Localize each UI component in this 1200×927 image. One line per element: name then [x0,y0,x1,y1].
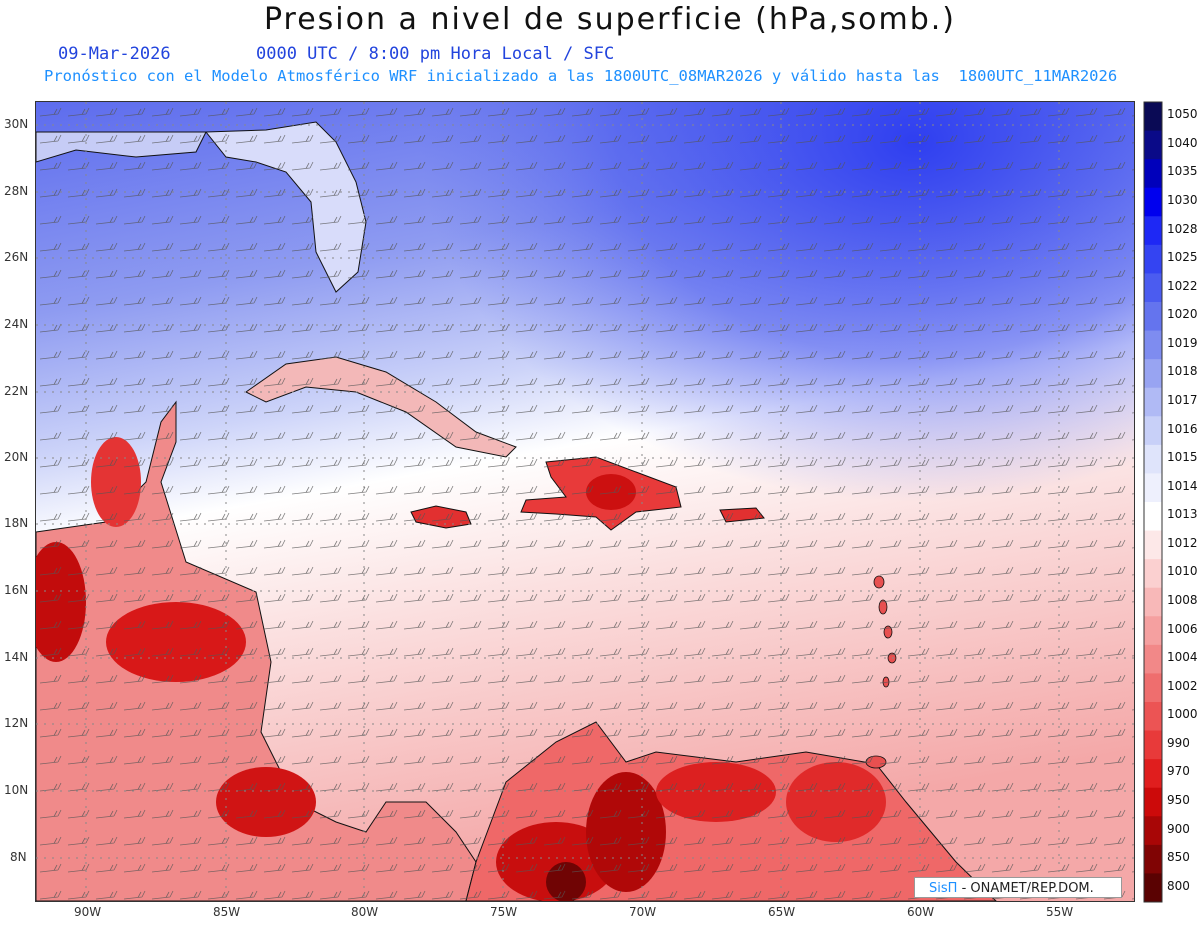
forecast-time: 0000 UTC / 8:00 pm Hora Local / SFC [256,44,615,64]
forecast-info: Pronóstico con el Modelo Atmosférico WRF… [44,67,1118,85]
colorbar-label: 1030 [1167,193,1198,207]
colorbar-swatch [1144,844,1162,874]
colorbar-swatch [1144,530,1162,560]
colorbar-label: 1018 [1167,364,1198,379]
colorbar-swatch [1144,759,1162,789]
colorbar-label: 1014 [1167,478,1198,493]
lon-label-55w: 55W [1046,905,1074,919]
colorbar-label: 1016 [1167,421,1198,436]
lon-label-80w: 80W [351,905,379,919]
colorbar-label: 950 [1167,793,1190,807]
colorbar-swatch [1144,387,1162,417]
colorbar-swatch [1144,302,1162,332]
colorbar-swatch [1144,787,1162,817]
colorbar-swatch [1144,102,1162,132]
colorbar-swatch [1144,644,1162,674]
lon-label-60w: 60W [907,905,935,919]
lon-label-85w: 85W [213,905,241,919]
colorbar-label: 1002 [1167,678,1198,693]
lat-label-8n: 8N [10,850,27,864]
colorbar-swatch [1144,416,1162,446]
lat-label-18n: 18N [4,516,29,530]
colorbar-label: 1035 [1167,164,1198,179]
colorbar-label: 1000 [1167,707,1198,722]
colorbar-label: 1050 [1167,107,1198,122]
lon-label-90w: 90W [74,905,102,919]
lat-label-16n: 16N [4,583,29,597]
credit-text: - ONAMET/REP.DOM. [961,881,1094,896]
wind-barbs [36,102,1134,901]
colorbar-swatch [1144,702,1162,732]
lon-label-65w: 65W [768,905,796,919]
colorbar-label: 1040 [1167,135,1198,150]
colorbar-swatch [1144,816,1162,846]
map-area [35,101,1135,902]
colorbar-swatch [1144,730,1162,760]
pressure-map [36,102,1134,901]
forecast-date: 09-Mar-2026 [58,44,171,64]
lat-label-22n: 22N [4,384,29,398]
colorbar-label: 1008 [1167,593,1198,607]
lat-label-24n: 24N [4,317,29,331]
colorbar-label: 990 [1167,735,1190,750]
colorbar-label: 800 [1167,878,1190,893]
colorbar-label: 1022 [1167,278,1198,293]
map-title: Presion a nivel de superficie (hPa,somb.… [263,2,957,37]
colorbar-swatch [1144,587,1162,617]
colorbar-label: 970 [1167,764,1190,779]
colorbar-label: 1015 [1167,450,1198,465]
colorbar-swatch [1144,873,1162,903]
lat-label-12n: 12N [4,716,29,730]
lon-label-75w: 75W [490,905,518,919]
colorbar-label: 850 [1167,850,1190,865]
colorbar-swatch [1144,244,1162,274]
lon-label-70w: 70W [629,905,657,919]
colorbar-label: 1019 [1167,335,1198,350]
colorbar-label: 1020 [1167,307,1198,322]
graticule [36,102,1134,901]
colorbar-swatch [1144,673,1162,703]
colorbar-swatch [1144,330,1162,360]
colorbar-label: 1025 [1167,250,1198,265]
credit-box: SisΠ - ONAMET/REP.DOM. [914,877,1122,898]
colorbar-swatch [1144,559,1162,589]
colorbar-label: 1012 [1167,535,1198,550]
lat-label-10n: 10N [4,783,29,797]
colorbar-label: 1006 [1167,621,1198,636]
colorbar [1143,101,1163,903]
colorbar-swatch [1144,216,1162,246]
colorbar-swatch [1144,444,1162,474]
lat-label-14n: 14N [4,650,29,664]
lat-label-30n: 30N [4,117,29,131]
colorbar-swatch [1144,273,1162,303]
colorbar-label: 1013 [1167,507,1198,522]
colorbar-label: 1010 [1167,564,1198,579]
colorbar-swatch [1144,130,1162,160]
colorbar-border [1143,101,1163,903]
colorbar-swatch [1144,616,1162,646]
colorbar-label: 1028 [1167,221,1198,236]
colorbar-label: 1004 [1167,650,1198,665]
colorbar-swatch [1144,359,1162,389]
lat-label-28n: 28N [4,184,29,198]
colorbar-label: 1017 [1167,393,1198,407]
lat-label-26n: 26N [4,250,29,264]
lat-label-20n: 20N [4,450,29,464]
colorbar-swatch [1144,473,1162,503]
colorbar-swatch [1144,159,1162,189]
sispi-logo: SisΠ [929,881,958,896]
colorbar-label: 900 [1167,821,1190,836]
colorbar-swatch [1144,502,1162,532]
colorbar-swatch [1144,187,1162,217]
